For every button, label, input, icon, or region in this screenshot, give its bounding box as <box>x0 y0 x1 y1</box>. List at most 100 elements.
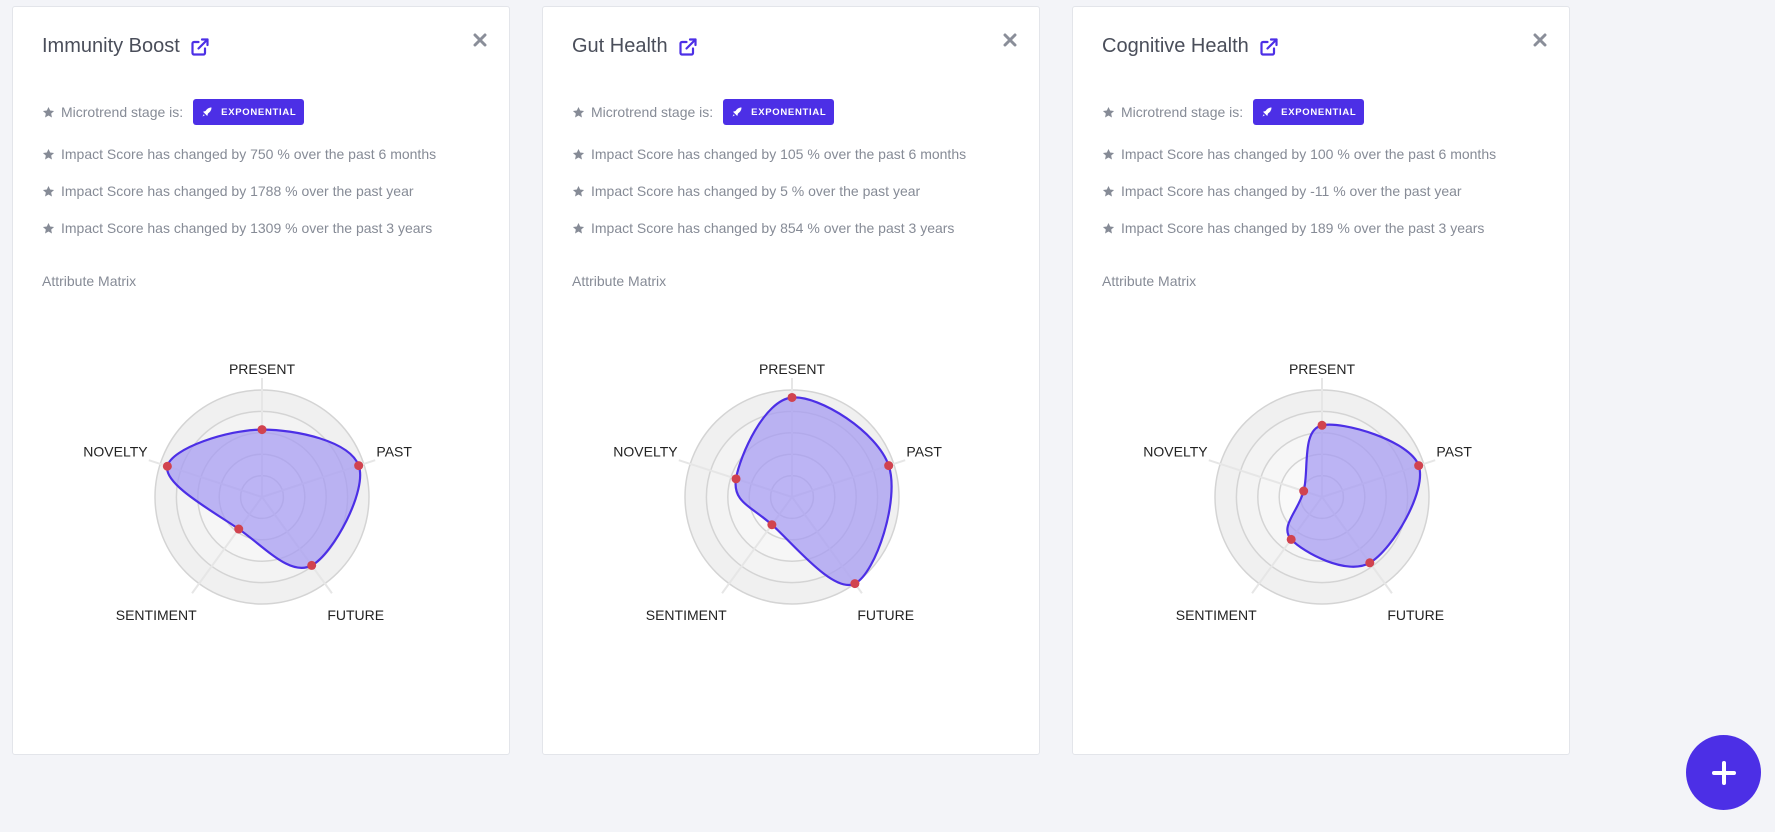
stage-row: Microtrend stage is: EXPONENTIAL <box>1102 99 1365 125</box>
stat-text: Impact Score has changed by 750 % over t… <box>61 146 437 162</box>
star-icon <box>572 106 585 119</box>
radar-axis-label-future: FUTURE <box>327 607 384 623</box>
radar-point-sentiment <box>1286 534 1296 544</box>
close-icon <box>473 33 487 47</box>
star-icon <box>572 148 585 161</box>
stat-text: Impact Score has changed by 100 % over t… <box>1121 146 1497 162</box>
close-button[interactable] <box>471 31 489 49</box>
radar-axis-label-past: PAST <box>1436 443 1472 459</box>
stat-row-1y: Impact Score has changed by 5 % over the… <box>572 183 920 199</box>
radar-point-present <box>787 392 797 402</box>
stage-badge-text: EXPONENTIAL <box>1281 106 1357 118</box>
radar-point-past <box>354 461 364 471</box>
radar-area <box>734 396 893 587</box>
radar-point-future <box>850 579 860 589</box>
stat-row-6m: Impact Score has changed by 750 % over t… <box>42 146 436 162</box>
radar-area <box>1286 423 1422 568</box>
star-icon <box>572 222 585 235</box>
radar-point-future <box>1365 558 1375 568</box>
radar-point-novelty <box>1299 486 1309 496</box>
rocket-icon <box>732 107 742 117</box>
radar-point-novelty <box>162 461 172 471</box>
star-icon <box>1102 222 1115 235</box>
stat-text: Impact Score has changed by 105 % over t… <box>591 146 967 162</box>
radar-axis-label-sentiment: SENTIMENT <box>116 607 197 623</box>
card-title: Cognitive Health <box>1102 35 1279 58</box>
trend-card-immunity-boost: Immunity Boost Microtrend stage is: EXPO… <box>12 6 510 755</box>
radar-axis-label-novelty: NOVELTY <box>1143 443 1208 459</box>
stage-label: Microtrend stage is: <box>61 104 184 120</box>
radar-point-present <box>1317 420 1327 430</box>
add-button[interactable] <box>1686 735 1761 810</box>
rocket-icon <box>202 107 212 117</box>
radar-axis-label-sentiment: SENTIMENT <box>1176 607 1257 623</box>
radar-point-past <box>884 461 894 471</box>
stat-text: Impact Score has changed by 1788 % over … <box>61 183 414 199</box>
star-icon <box>42 148 55 161</box>
close-button[interactable] <box>1531 31 1549 49</box>
radar-axis-label-novelty: NOVELTY <box>613 443 678 459</box>
card-title-text: Gut Health <box>572 35 668 57</box>
stat-text: Impact Score has changed by 189 % over t… <box>1121 220 1485 236</box>
star-icon <box>42 106 55 119</box>
stage-row: Microtrend stage is: EXPONENTIAL <box>572 99 835 125</box>
radar-axis-label-present: PRESENT <box>229 361 296 377</box>
card-title: Immunity Boost <box>42 35 210 58</box>
radar-area <box>166 428 362 569</box>
radar-axis-label-novelty: NOVELTY <box>83 443 148 459</box>
card-title-text: Cognitive Health <box>1102 35 1249 57</box>
star-icon <box>1102 185 1115 198</box>
radar-point-sentiment <box>234 524 244 534</box>
attribute-matrix-label: Attribute Matrix <box>1102 273 1197 289</box>
attribute-radar-chart: PRESENT PAST FUTURE SENTIMENT NOVELTY <box>613 361 942 623</box>
stat-text: Impact Score has changed by 5 % over the… <box>591 183 921 199</box>
stat-text: Impact Score has changed by 1309 % over … <box>61 220 433 236</box>
stage-badge: EXPONENTIAL <box>723 99 835 125</box>
radar-axis-label-present: PRESENT <box>759 361 826 377</box>
star-icon <box>572 185 585 198</box>
trend-card-gut-health: Gut Health Microtrend stage is: EXPONENT… <box>542 6 1040 755</box>
stat-row-6m: Impact Score has changed by 100 % over t… <box>1102 146 1496 162</box>
radar-axis-label-future: FUTURE <box>1387 607 1444 623</box>
plus-icon <box>1711 760 1736 785</box>
stage-badge: EXPONENTIAL <box>193 99 305 125</box>
radar-axis-label-past: PAST <box>906 443 942 459</box>
card-title-text: Immunity Boost <box>42 35 180 57</box>
stat-text: Impact Score has changed by 854 % over t… <box>591 220 955 236</box>
stat-row-3y: Impact Score has changed by 854 % over t… <box>572 220 954 236</box>
stage-label: Microtrend stage is: <box>591 104 714 120</box>
radar-point-past <box>1414 461 1424 471</box>
stage-badge-text: EXPONENTIAL <box>751 106 827 118</box>
stage-row: Microtrend stage is: EXPONENTIAL <box>42 99 305 125</box>
stat-row-6m: Impact Score has changed by 105 % over t… <box>572 146 966 162</box>
external-link-icon[interactable] <box>190 37 210 57</box>
attribute-matrix-label: Attribute Matrix <box>42 273 137 289</box>
radar-axis-label-sentiment: SENTIMENT <box>646 607 727 623</box>
close-icon <box>1003 33 1017 47</box>
radar-axis-label-past: PAST <box>376 443 412 459</box>
stat-text: Impact Score has changed by -11 % over t… <box>1121 183 1462 199</box>
attribute-matrix-label: Attribute Matrix <box>572 273 667 289</box>
stage-badge-text: EXPONENTIAL <box>221 106 297 118</box>
star-icon <box>1102 106 1115 119</box>
radar-axis-label-present: PRESENT <box>1289 361 1356 377</box>
radar-point-present <box>257 425 267 435</box>
close-icon <box>1533 33 1547 47</box>
card-title: Gut Health <box>572 35 698 58</box>
trend-card-cognitive-health: Cognitive Health Microtrend stage is: EX… <box>1072 6 1570 755</box>
star-icon <box>1102 148 1115 161</box>
stat-row-1y: Impact Score has changed by 1788 % over … <box>42 183 414 199</box>
stat-row-3y: Impact Score has changed by 1309 % over … <box>42 220 432 236</box>
attribute-radar-chart: PRESENT PAST FUTURE SENTIMENT NOVELTY <box>1143 361 1472 623</box>
radar-axis-label-future: FUTURE <box>857 607 914 623</box>
close-button[interactable] <box>1001 31 1019 49</box>
external-link-icon[interactable] <box>678 37 698 57</box>
stage-badge: EXPONENTIAL <box>1253 99 1365 125</box>
radar-point-future <box>307 560 317 570</box>
attribute-radar-chart: PRESENT PAST FUTURE SENTIMENT NOVELTY <box>83 361 412 623</box>
stage-label: Microtrend stage is: <box>1121 104 1244 120</box>
stat-row-1y: Impact Score has changed by -11 % over t… <box>1102 183 1462 199</box>
star-icon <box>42 185 55 198</box>
external-link-icon[interactable] <box>1259 37 1279 57</box>
rocket-icon <box>1262 107 1272 117</box>
